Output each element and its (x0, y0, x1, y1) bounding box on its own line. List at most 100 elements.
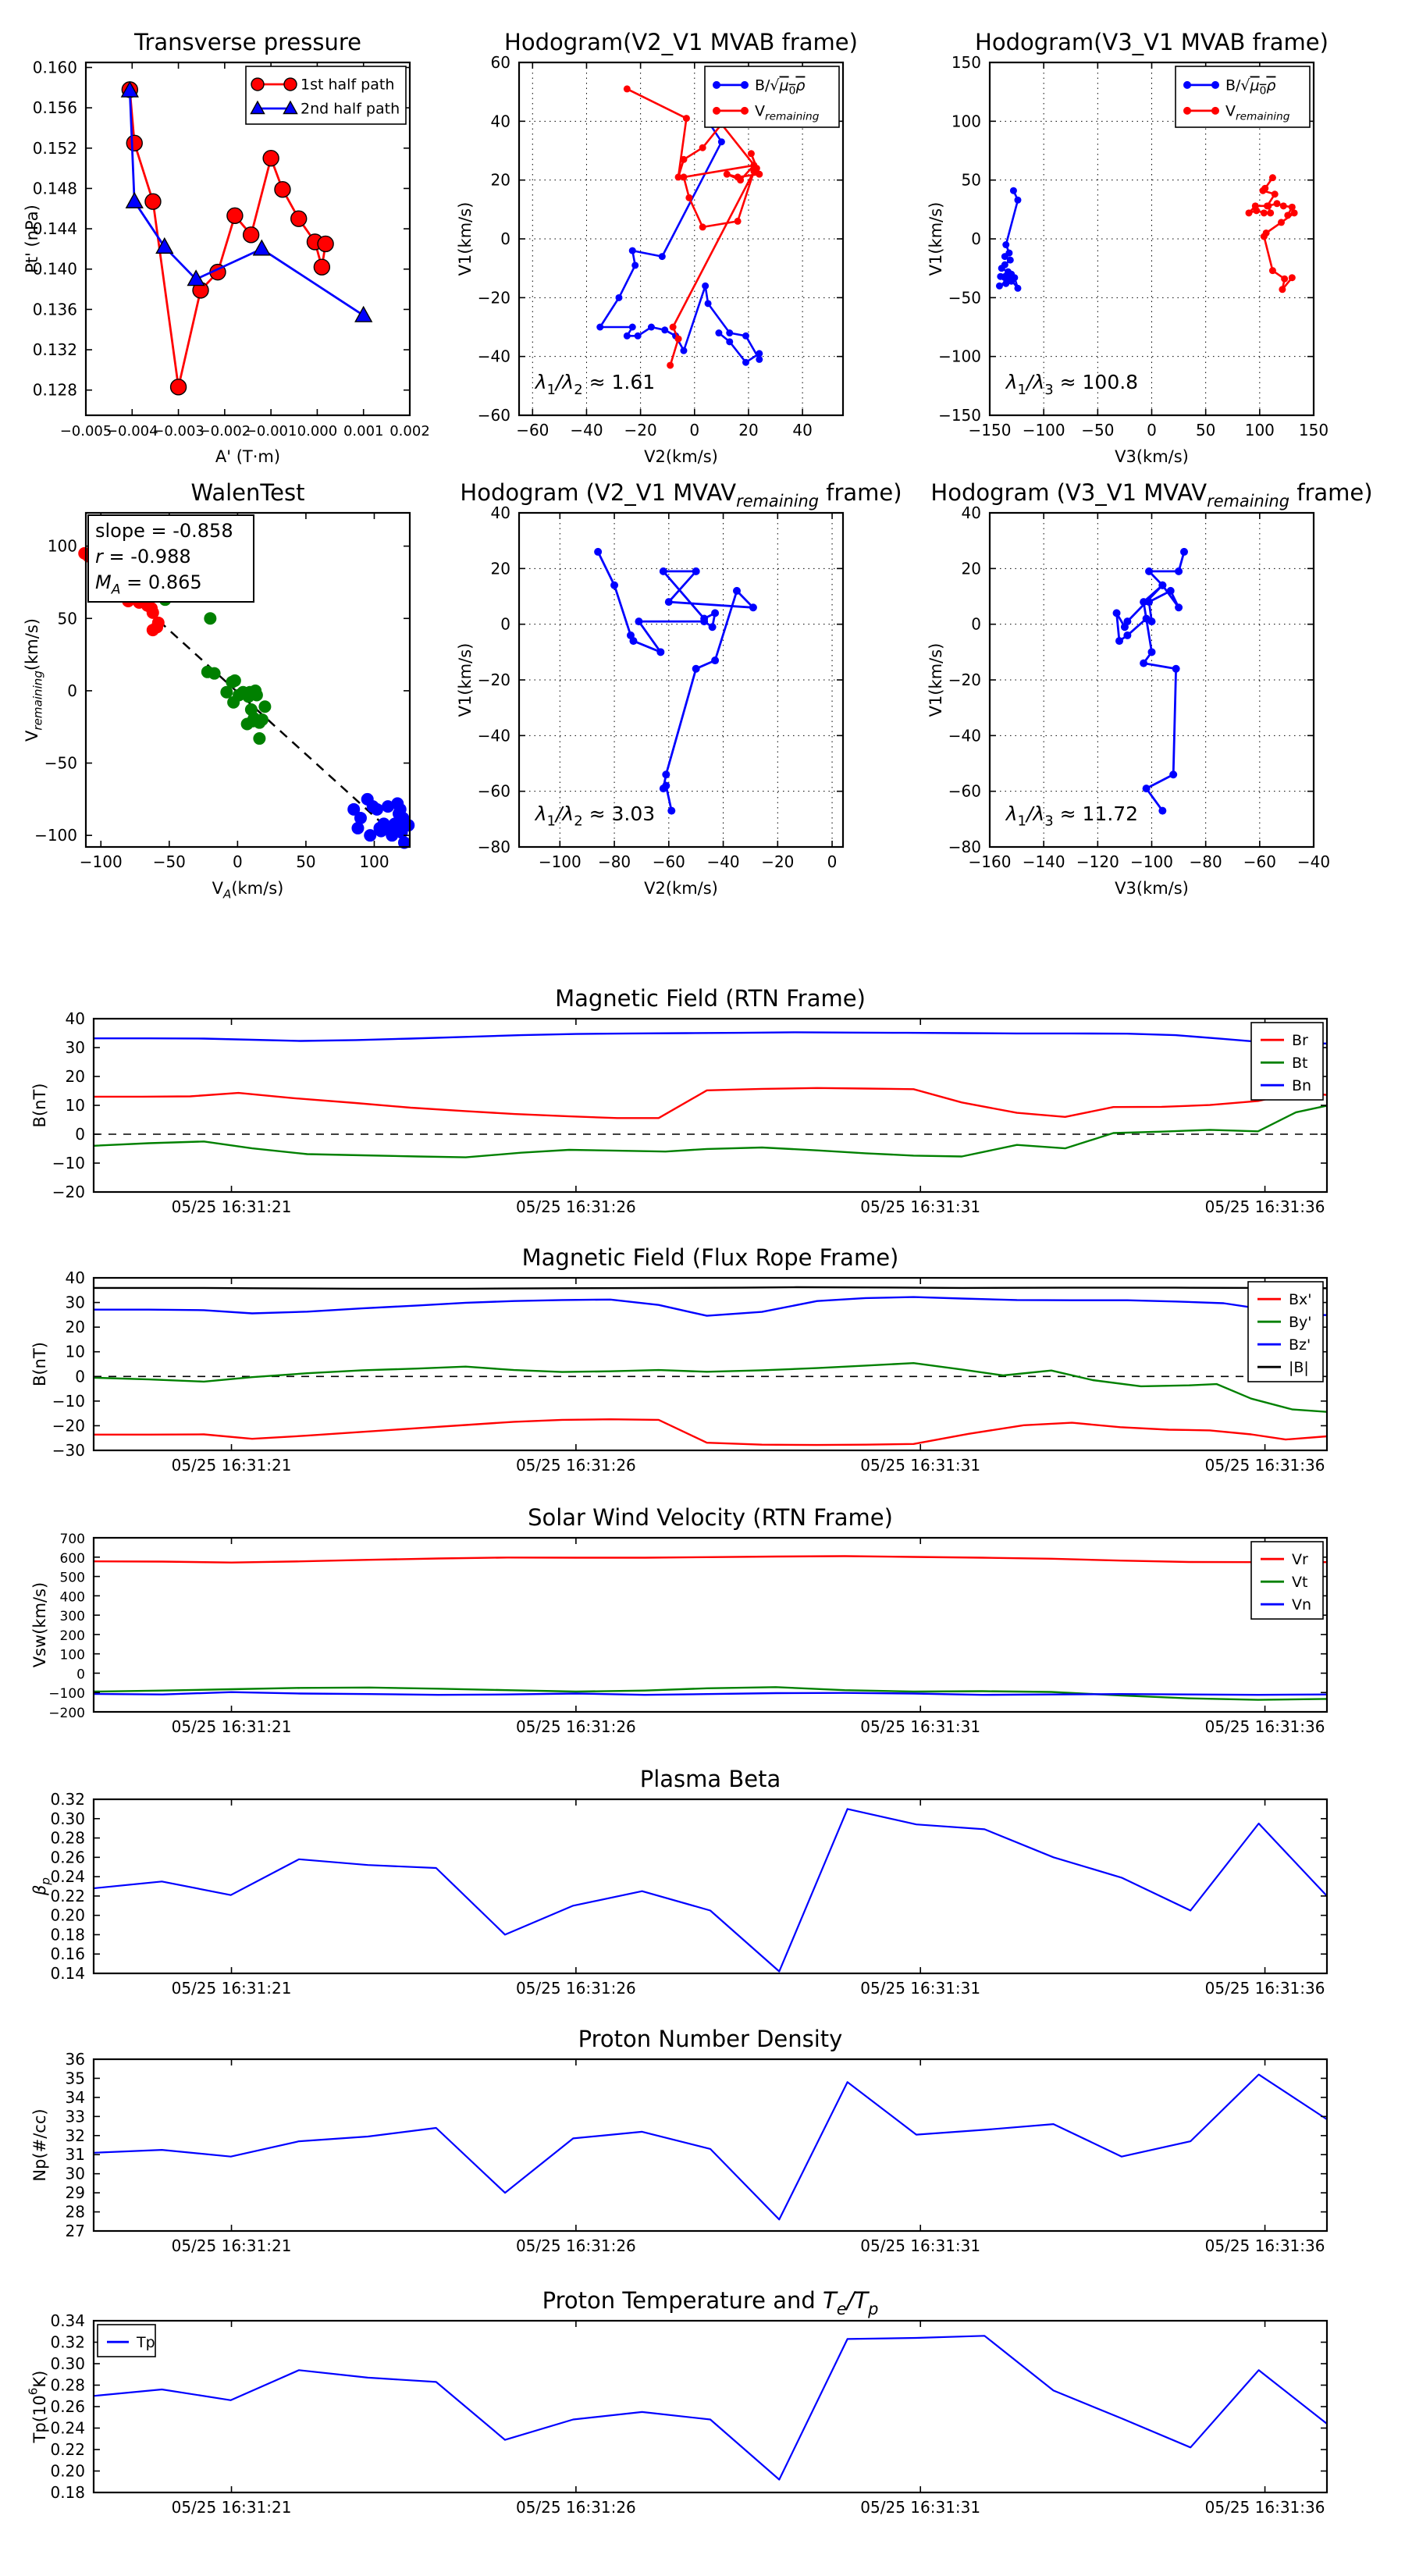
marker (594, 547, 603, 556)
y-tick-label: −20 (478, 288, 510, 307)
legend-label: Bx' (1289, 1291, 1312, 1308)
marker (126, 134, 143, 152)
y-axis-label: Pt' (nPa) (23, 205, 41, 273)
y-tick-label: 0.136 (33, 300, 77, 318)
y-tick-label: 0.22 (50, 2440, 85, 2459)
legend-box (1250, 1022, 1324, 1101)
y-tick-label: 60 (491, 53, 510, 72)
y-tick-label: −60 (948, 782, 981, 801)
marker (700, 614, 709, 623)
x-tick-label: −40 (570, 421, 603, 439)
marker (1267, 209, 1275, 217)
x-tick-label: −40 (1297, 852, 1330, 871)
x-axis-label: A' (T·m) (215, 447, 280, 466)
plasma-beta-canvas: 05/25 16:31:21 05/25 16:31:26 05/25 16:31:… (30, 1766, 1329, 1998)
marker (1142, 785, 1151, 793)
marker (251, 77, 265, 91)
marker (1147, 648, 1156, 656)
y-axis-label: Tp(106K) (27, 2371, 50, 2444)
x-tick-label: 05/25 16:31:26 (516, 2236, 636, 2255)
legend-label: Vremaining (1225, 103, 1290, 123)
plot-title: Hodogram(V3_V1 MVAB frame) (975, 29, 1329, 55)
y-tick-label: −20 (948, 671, 981, 689)
y-tick-label: 0.18 (50, 2483, 85, 2502)
legend-label: Bt (1292, 1055, 1307, 1072)
legend-box (245, 66, 407, 125)
x-tick-label: −100 (539, 852, 582, 871)
marker (389, 823, 403, 836)
y-tick-label: −100 (34, 826, 77, 845)
plot-title: Magnetic Field (RTN Frame) (555, 985, 866, 1012)
y-tick-label: −50 (44, 754, 77, 773)
marker (647, 323, 655, 331)
marker (204, 612, 217, 625)
series-Br (94, 1087, 1328, 1119)
series-Bz-prime (94, 1296, 1328, 1317)
marker (313, 258, 331, 276)
marker (756, 350, 763, 358)
y-tick-label: −80 (478, 838, 510, 856)
proton-number-density-canvas: 05/25 16:31:21 05/25 16:31:26 05/25 16:31:… (30, 2026, 1329, 2255)
marker (1175, 567, 1183, 575)
series-b-hodogram (599, 120, 761, 364)
x-tick-label: 05/25 16:31:36 (1205, 1979, 1325, 1998)
x-axis-label: V3(km/s) (1115, 879, 1189, 898)
x-tick-label: −20 (761, 852, 794, 871)
plot-title: Proton Temperature and Te/Tp (542, 2287, 879, 2318)
marker (715, 329, 723, 337)
plot-title: WalenTest (191, 479, 305, 506)
legend-box (1250, 1541, 1324, 1620)
plot-magnetic-field-rtn: 05/25 16:31:21 05/25 16:31:26 05/25 16:31:… (30, 985, 1329, 1216)
plot-proton-number-density: 05/25 16:31:21 05/25 16:31:26 05/25 16:31:… (30, 2026, 1329, 2255)
marker (734, 217, 742, 225)
y-axis-label: βp (30, 1877, 53, 1896)
x-tick-label: 05/25 16:31:26 (516, 1979, 636, 1998)
marker (723, 170, 731, 178)
marker (1183, 80, 1191, 89)
legend-label: Vt (1292, 1574, 1307, 1591)
y-tick-label: 40 (66, 1009, 85, 1028)
marker (741, 106, 749, 115)
solar-wind-velocity-canvas: 05/25 16:31:21 05/25 16:31:26 05/25 16:31:… (30, 1504, 1329, 1736)
legend-label: Tp (136, 2334, 155, 2351)
x-tick-label: 50 (296, 852, 315, 871)
legend-label: Br (1292, 1032, 1308, 1049)
y-tick-label: 0 (971, 229, 981, 248)
marker (1158, 581, 1167, 589)
marker (711, 656, 720, 665)
y-tick-label: 40 (491, 503, 510, 522)
marker (1264, 202, 1272, 210)
y-tick-label: 0.28 (50, 2376, 85, 2395)
y-tick-label: 0.30 (50, 2354, 85, 2373)
x-tick-label: 05/25 16:31:36 (1205, 2498, 1325, 2517)
marker (1211, 80, 1219, 89)
x-tick-label: 100 (1245, 421, 1275, 439)
marker (220, 685, 233, 699)
marker (317, 235, 334, 253)
marker (1278, 219, 1285, 226)
marker (661, 326, 669, 334)
y-tick-label: 0.24 (50, 2419, 85, 2438)
marker (995, 282, 1003, 290)
lambda-annotation: λ1/λ2 ≈ 1.61 (534, 371, 655, 398)
legend-label: B/√μ0ρ (755, 77, 805, 98)
y-tick-label: −150 (938, 406, 981, 425)
series-Vn (93, 1691, 1328, 1696)
y-tick-label: −40 (478, 347, 510, 366)
marker (393, 802, 407, 816)
y-tick-label: 0.24 (50, 1867, 85, 1886)
marker (1271, 190, 1279, 198)
y-tick-label: 0 (75, 1367, 85, 1386)
marker (623, 85, 631, 93)
x-tick-label: 0 (233, 852, 243, 871)
marker (187, 269, 205, 286)
marker (669, 323, 677, 331)
walen-test-canvas: −100 −50 0 50 100 −100 −50 0 50 100 WalenTest VA(km… (23, 479, 415, 902)
marker (756, 170, 763, 178)
marker (1273, 200, 1281, 208)
marker (713, 80, 720, 89)
y-tick-label: 0.144 (33, 219, 77, 238)
marker (397, 836, 411, 849)
marker (1268, 267, 1276, 275)
